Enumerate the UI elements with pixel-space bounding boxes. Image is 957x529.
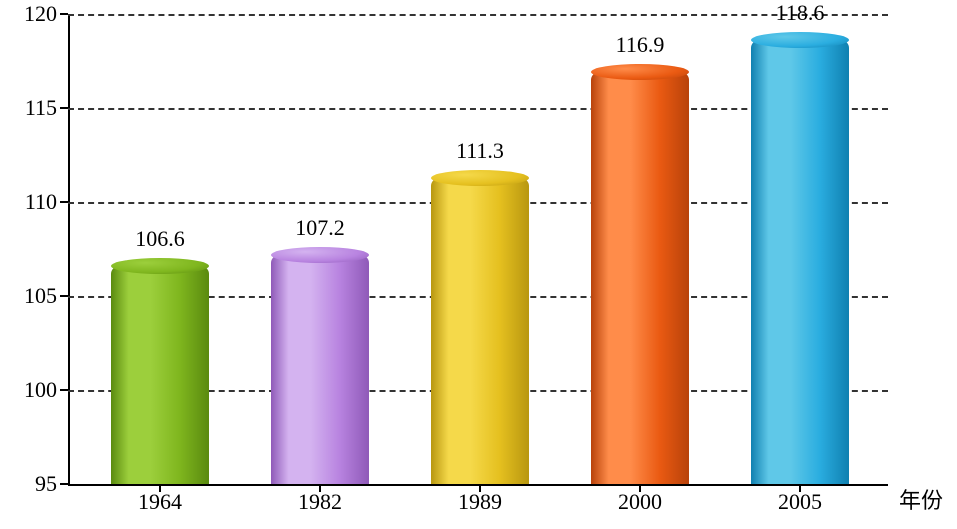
bar-value-label: 118.6 [776, 0, 825, 26]
x-tick-mark [159, 484, 161, 492]
x-tick-mark [479, 484, 481, 492]
x-tick-mark [319, 484, 321, 492]
bar: 107.2 [271, 255, 369, 484]
bar: 116.9 [591, 72, 689, 484]
x-tick-label: 1982 [298, 489, 342, 515]
y-tick-label: 110 [25, 189, 57, 215]
x-tick-label: 1964 [138, 489, 182, 515]
bar-cap [431, 170, 529, 186]
bar-body [271, 255, 369, 484]
y-tick-mark [60, 295, 68, 297]
bar: 118.6 [751, 40, 849, 484]
x-axis [68, 484, 888, 486]
x-tick-mark [639, 484, 641, 492]
y-tick-mark [60, 483, 68, 485]
bar-cap [751, 32, 849, 48]
y-tick-label: 100 [24, 377, 57, 403]
bar-value-label: 116.9 [616, 32, 665, 58]
bar-cap [111, 258, 209, 274]
x-tick-label: 2005 [778, 489, 822, 515]
bar-value-label: 111.3 [456, 138, 504, 164]
y-tick-label: 95 [35, 471, 57, 497]
y-tick-mark [60, 13, 68, 15]
bar-body [431, 178, 529, 484]
x-tick-label: 2000 [618, 489, 662, 515]
x-tick-mark [799, 484, 801, 492]
bar-body [111, 266, 209, 484]
x-tick-label: 1989 [458, 489, 502, 515]
bar-value-label: 106.6 [135, 226, 185, 252]
y-tick-mark [60, 201, 68, 203]
y-tick-label: 105 [24, 283, 57, 309]
bar-body [751, 40, 849, 484]
bar-chart: 95 100 105 110 115 120 106.6 107.2 111.3 116.9 11… [0, 0, 957, 529]
y-tick-label: 115 [25, 95, 57, 121]
bar-value-label: 107.2 [295, 215, 345, 241]
bar-cap [591, 64, 689, 80]
y-axis [68, 14, 70, 486]
x-axis-title: 年份 [899, 483, 943, 515]
bar-body [591, 72, 689, 484]
bar-cap [271, 247, 369, 263]
y-tick-label: 120 [24, 1, 57, 27]
bar: 111.3 [431, 178, 529, 484]
gridline [68, 14, 888, 16]
y-tick-mark [60, 107, 68, 109]
bar: 106.6 [111, 266, 209, 484]
y-tick-mark [60, 389, 68, 391]
